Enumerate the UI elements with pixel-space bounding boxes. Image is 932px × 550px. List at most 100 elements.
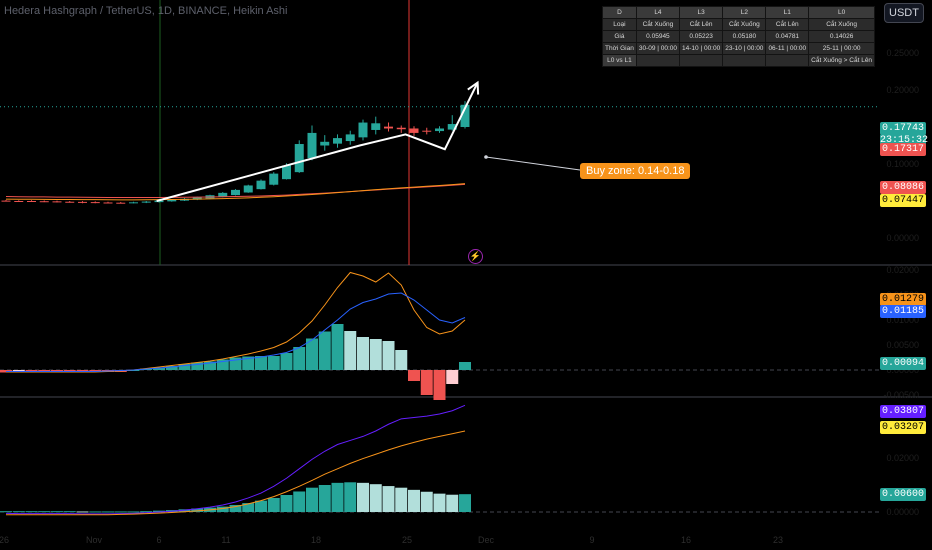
osc-purple-tag: 0.03807 (880, 405, 926, 418)
buy-zone-callout-line (485, 156, 581, 171)
candle-body (103, 202, 113, 204)
osc-yellow-tag: 0.03207 (880, 421, 926, 434)
levels-cell: L2 (722, 6, 767, 19)
osc-histogram-bar (408, 489, 420, 512)
macd-histogram-bar (242, 356, 255, 370)
ma-yellow-tag: 0.07447 (880, 194, 926, 207)
levels-row: L0 vs L1 Cắt Xuống > Cắt Lên (602, 54, 876, 67)
x-tick-label: 25 (402, 535, 412, 545)
macd-histogram-bar (216, 359, 229, 370)
levels-cell: 23-10 | 00:00 (722, 42, 767, 55)
levels-cell: L0 (808, 6, 876, 19)
levels-cell: Cắt Xuống > Cắt Lên (808, 54, 876, 67)
osc-histogram-bar (344, 482, 357, 512)
y-tick-label: 0.25000 (886, 48, 919, 58)
candle-body (141, 201, 151, 203)
macd-histogram-bar (357, 337, 369, 370)
levels-cell: 0.05223 (679, 30, 724, 43)
open-price-tag: 0.17317 (880, 143, 926, 156)
candle-body (384, 126, 393, 129)
osc-histogram-bar (0, 511, 12, 513)
ma-orange-line (5, 183, 466, 201)
macd-histogram-bar (420, 370, 433, 395)
osc-histogram-bar (267, 497, 280, 512)
y-tick-label: 0.00000 (886, 507, 919, 517)
x-tick-label: Nov (86, 535, 103, 545)
candle-body (269, 173, 279, 185)
levels-cell (722, 54, 767, 67)
candle-body (218, 192, 228, 197)
candle-body (52, 201, 62, 203)
osc-histogram-bar (153, 510, 165, 512)
macd-histogram-bar (255, 356, 267, 370)
candle-body (422, 130, 432, 132)
currency-button[interactable]: USDT (884, 3, 924, 23)
candle-body (282, 165, 291, 180)
candle-body (460, 104, 470, 127)
macd-histogram-bar (446, 370, 459, 384)
levels-cell: Cắt Lên (679, 18, 724, 31)
x-tick-label: 9 (589, 535, 594, 545)
x-tick-label: 18 (311, 535, 321, 545)
candle-body (447, 124, 457, 130)
macd-blue-tag: 0.01185 (880, 305, 926, 318)
osc-histogram-bar (51, 511, 63, 513)
osc-histogram-bar (369, 484, 382, 512)
osc-histogram-bar (89, 511, 102, 513)
macd-orange-tag: 0.01279 (880, 293, 926, 306)
candle-body (358, 122, 368, 138)
osc-histogram-bar (229, 504, 242, 512)
osc-histogram-bar (25, 511, 38, 513)
projection-arrowhead (467, 80, 480, 95)
osc-histogram-bar (12, 511, 25, 513)
macd-histogram-bar (331, 324, 344, 370)
osc-histogram-bar (242, 503, 255, 512)
osc-line (5, 404, 466, 515)
levels-cell: 14-10 | 00:00 (679, 42, 724, 55)
symbol-title: Hedera Hashgraph / TetherUS, 1D, BINANCE… (4, 5, 288, 17)
y-tick-label: 0.02000 (886, 453, 919, 463)
macd-histogram-bar (306, 338, 318, 370)
macd-histogram-bar (204, 361, 216, 370)
candle-body (14, 201, 24, 202)
y-tick-label: 0.01000 (886, 315, 919, 325)
candle-body (243, 185, 253, 193)
macd-histogram-bar (293, 347, 306, 370)
candle-body (39, 201, 49, 203)
levels-row: Thời Gian 30-09 | 00:00 14-10 | 00:00 23-10… (602, 42, 876, 55)
buy-zone-label[interactable]: Buy zone: 0.14-0.18 (580, 163, 691, 179)
levels-cell: 0.04781 (765, 30, 810, 43)
macd-histogram-bar (191, 362, 204, 370)
y-tick-label: 0.00000 (886, 365, 919, 375)
candle-body (256, 180, 266, 190)
candle-body (27, 201, 36, 202)
candle-body (307, 132, 317, 159)
y-tick-label: 0.02000 (886, 265, 919, 275)
levels-cell: 25-11 | 00:00 (808, 42, 876, 55)
macd-histogram-bar (178, 364, 191, 370)
x-tick-label: Dec (478, 535, 495, 545)
levels-row: Giá 0.05945 0.05223 0.05180 0.04781 0.14026 (602, 30, 876, 43)
macd-line (6, 292, 466, 372)
levels-cell: Thời Gian (602, 42, 637, 55)
x-tick-label: 6 (156, 535, 161, 545)
levels-cell (765, 54, 810, 67)
candle-body (409, 128, 419, 133)
macd-histogram-bar (318, 331, 331, 370)
levels-cell: Loại (602, 18, 637, 31)
osc-histogram-bar (331, 482, 344, 512)
lightning-icon[interactable]: ⚡ (468, 249, 483, 264)
macd-histogram-bar (408, 370, 420, 381)
levels-cell: L4 (635, 6, 681, 19)
osc-line (6, 430, 466, 516)
levels-header-row: D L4 L3 L2 L1 L0 (602, 6, 876, 19)
osc-histogram-bar (280, 494, 293, 512)
osc-histogram-bar (293, 491, 306, 512)
candle-body (333, 138, 342, 144)
macd-histogram-bar (267, 356, 280, 370)
levels-row: Loại Cắt Xuống Cắt Lên Cắt Xuống Cắt Lên Cắt … (602, 18, 876, 31)
candle-body (320, 141, 330, 146)
y-tick-label: 0.00500 (886, 340, 919, 350)
